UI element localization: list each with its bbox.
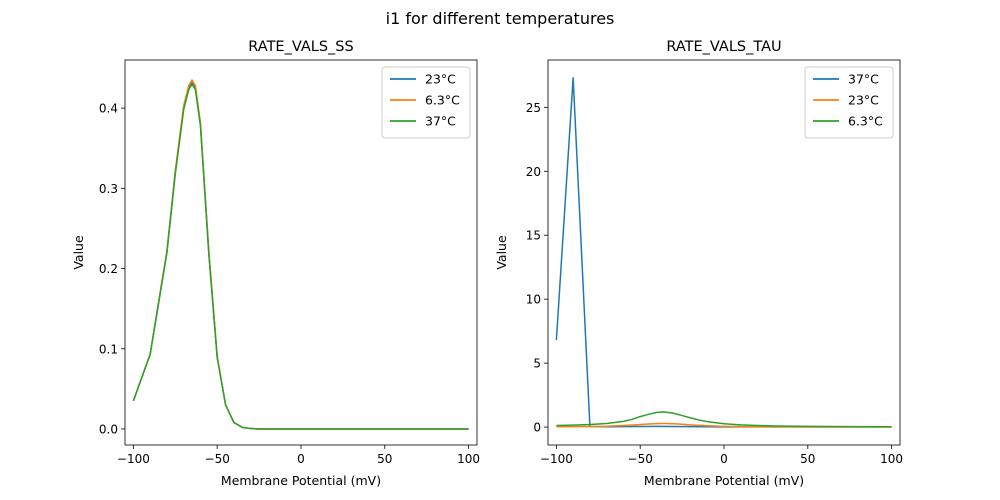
y-tick-label: 15 — [526, 229, 541, 243]
y-tick-label: 0.4 — [99, 102, 118, 116]
y-tick-label: 20 — [526, 165, 541, 179]
legend-label: 23°C — [848, 93, 879, 108]
y-tick-label: 0.0 — [99, 422, 118, 436]
legend-label: 6.3°C — [425, 93, 460, 108]
plot-title: RATE_VALS_SS — [248, 39, 353, 55]
x-tick-label: 100 — [457, 452, 480, 466]
figure-title: i1 for different temperatures — [386, 9, 615, 28]
x-tick-label: 0 — [720, 452, 728, 466]
y-tick-label: 0.1 — [99, 342, 118, 356]
legend: 23°C 6.3°C 37°C — [381, 66, 471, 139]
y-tick-label: 25 — [526, 101, 541, 115]
series-line — [556, 411, 892, 428]
y-axis-label: Value — [71, 235, 86, 270]
x-tick-label: 50 — [377, 452, 392, 466]
plot-rate-vals-ss: RATE_VALS_SS −100 −50 0 50 100 0.0 0.1 0.2 0.3 0.4… — [71, 39, 480, 488]
x-tick-label: 0 — [297, 452, 305, 466]
legend-label: 37°C — [425, 114, 456, 129]
legend-label: 37°C — [848, 72, 879, 87]
y-tick-label: 0.2 — [99, 262, 118, 276]
x-tick-label: −50 — [628, 452, 653, 466]
y-tick-label: 0.3 — [99, 182, 118, 196]
y-axis-label: Value — [494, 235, 509, 270]
x-tick-label: −100 — [117, 452, 150, 466]
y-tick-label: 10 — [526, 293, 541, 307]
series-line — [556, 422, 892, 428]
x-axis-label: Membrane Potential (mV) — [644, 473, 804, 488]
series-line — [132, 83, 469, 430]
series-lines — [555, 77, 892, 428]
y-tick-label: 5 — [533, 357, 541, 371]
x-tick-label: 100 — [880, 452, 903, 466]
x-axis-label: Membrane Potential (mV) — [221, 473, 381, 488]
x-tick-label: −100 — [540, 452, 573, 466]
plot-title: RATE_VALS_TAU — [666, 39, 781, 55]
series-lines — [132, 79, 469, 430]
legend-label: 6.3°C — [848, 114, 883, 129]
legend: 37°C 23°C 6.3°C — [804, 66, 894, 139]
legend-label: 23°C — [425, 72, 456, 87]
x-tick-label: −50 — [205, 452, 230, 466]
y-tick-label: 0 — [533, 421, 541, 435]
x-tick-label: 50 — [800, 452, 815, 466]
plot-rate-vals-tau: RATE_VALS_TAU −100 −50 0 50 100 0 5 10 15 20 25 Memb… — [494, 39, 903, 488]
